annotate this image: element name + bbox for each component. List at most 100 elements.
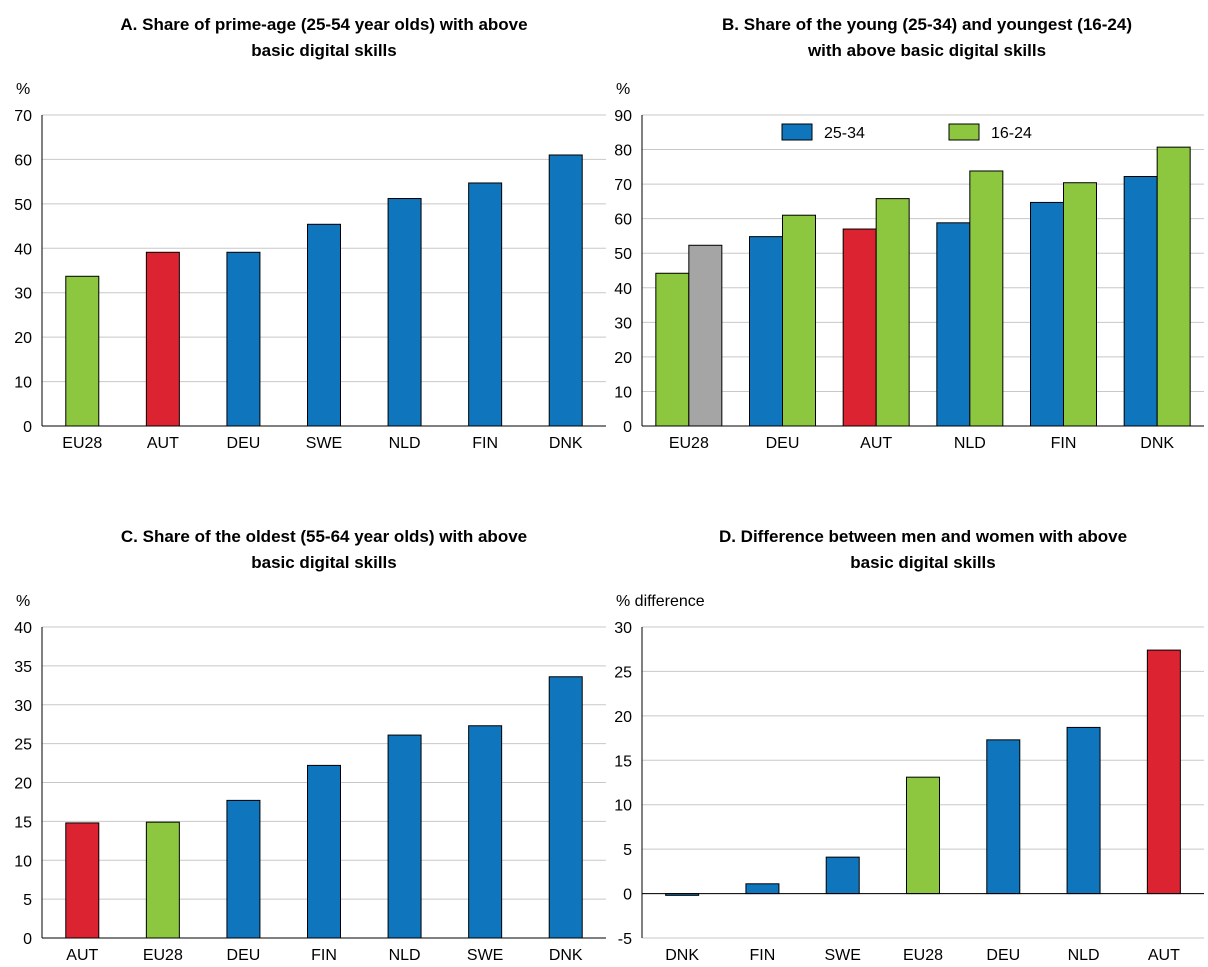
- chart-title-line: A. Share of prime-age (25-54 year olds) …: [120, 15, 527, 34]
- y-tick-label: 30: [14, 698, 32, 715]
- y-tick-label: 40: [14, 620, 32, 637]
- bar-nld-25-34: [936, 222, 971, 427]
- x-tick-label: NLD: [954, 435, 986, 452]
- x-tick-label: DNK: [549, 435, 583, 452]
- bar-aut-16-24: [875, 198, 910, 427]
- x-tick-label: DEU: [227, 947, 261, 962]
- y-tick-label: 70: [14, 108, 32, 125]
- x-tick-label: FIN: [472, 435, 498, 452]
- y-tick-label: 60: [614, 212, 632, 229]
- bar-nld: [387, 198, 422, 427]
- x-tick-label: AUT: [860, 435, 892, 452]
- x-tick-label: EU28: [669, 435, 709, 452]
- y-tick-label: 40: [14, 241, 32, 258]
- bar-eu28: [906, 776, 940, 895]
- y-tick-label: 25: [614, 664, 632, 681]
- chart-title-line: C. Share of the oldest (55-64 year olds)…: [121, 527, 527, 546]
- y-tick-label: 25: [14, 737, 32, 754]
- y-tick-label: 20: [614, 350, 632, 367]
- chart-panel-b: B. Share of the young (25-34) and younge…: [614, 15, 1204, 452]
- y-unit-label: %: [616, 81, 630, 98]
- bar-deu-25-34: [749, 236, 783, 427]
- y-tick-label: 0: [623, 419, 632, 436]
- legend-swatch-16-24: [948, 123, 980, 141]
- bar-swe: [307, 223, 341, 427]
- bar-eu28: [65, 275, 100, 427]
- y-tick-label: 80: [614, 143, 632, 160]
- chart-title-line: B. Share of the young (25-34) and younge…: [722, 15, 1132, 34]
- bar-deu: [986, 739, 1021, 895]
- y-tick-label: 50: [614, 246, 632, 263]
- y-tick-label: 90: [614, 108, 632, 125]
- bar-swe: [468, 725, 503, 939]
- bar-nld: [387, 734, 422, 939]
- x-tick-label: DEU: [986, 947, 1020, 962]
- y-tick-label: 15: [14, 814, 32, 831]
- bar-fin-16-24: [1063, 182, 1097, 427]
- bar-dnk-16-24: [1156, 146, 1191, 427]
- y-unit-label: %: [16, 593, 30, 610]
- y-tick-label: 20: [614, 709, 632, 726]
- x-tick-label: EU28: [903, 947, 943, 962]
- y-tick-label: 0: [623, 887, 632, 904]
- y-tick-label: 15: [614, 753, 632, 770]
- x-tick-label: EU28: [143, 947, 183, 962]
- bar-eu28-16-24: [688, 244, 723, 427]
- chart-panel-a: A. Share of prime-age (25-54 year olds) …: [14, 15, 606, 452]
- y-tick-label: -5: [618, 931, 632, 948]
- x-tick-label: FIN: [1051, 435, 1077, 452]
- x-tick-label: NLD: [1068, 947, 1100, 962]
- y-tick-label: 60: [14, 152, 32, 169]
- bar-deu: [226, 251, 261, 427]
- y-tick-label: 0: [23, 419, 32, 436]
- x-tick-label: SWE: [306, 435, 342, 452]
- bar-deu-16-24: [782, 214, 816, 427]
- bar-aut: [65, 822, 100, 939]
- y-tick-label: 40: [614, 281, 632, 298]
- x-tick-label: DNK: [1140, 435, 1174, 452]
- bar-dnk: [548, 154, 583, 427]
- bar-eu28: [145, 821, 180, 939]
- bar-aut: [145, 251, 180, 427]
- y-tick-label: 5: [623, 842, 632, 859]
- bar-swe: [825, 856, 860, 895]
- x-tick-label: SWE: [467, 947, 503, 962]
- y-tick-label: 20: [14, 776, 32, 793]
- legend-label-25-34: 25-34: [824, 125, 865, 142]
- bar-aut-25-34: [842, 228, 877, 427]
- y-tick-label: 5: [23, 892, 32, 909]
- x-tick-label: DNK: [665, 947, 699, 962]
- legend-label-16-24: 16-24: [991, 125, 1032, 142]
- x-tick-label: DNK: [549, 947, 583, 962]
- y-tick-label: 10: [14, 853, 32, 870]
- bar-nld: [1066, 726, 1101, 895]
- legend-swatch-25-34: [781, 123, 813, 141]
- bar-deu: [226, 799, 261, 939]
- bar-fin: [307, 764, 341, 939]
- y-tick-label: 10: [14, 375, 32, 392]
- y-tick-label: 30: [14, 286, 32, 303]
- x-tick-label: EU28: [62, 435, 102, 452]
- chart-title-line: D. Difference between men and women with…: [719, 527, 1127, 546]
- bar-aut: [1146, 649, 1181, 895]
- bar-fin-25-34: [1030, 201, 1064, 427]
- y-tick-label: 10: [614, 798, 632, 815]
- y-tick-label: 50: [14, 197, 32, 214]
- chart-title-line: with above basic digital skills: [807, 41, 1046, 60]
- bar-fin: [745, 883, 780, 895]
- bar-dnk: [548, 676, 583, 939]
- x-tick-label: FIN: [750, 947, 776, 962]
- y-tick-label: 70: [614, 177, 632, 194]
- x-tick-label: NLD: [389, 435, 421, 452]
- y-tick-label: 30: [614, 315, 632, 332]
- chart-panel-c: C. Share of the oldest (55-64 year olds)…: [14, 527, 606, 964]
- bar-nld-16-24: [969, 170, 1004, 427]
- x-tick-label: AUT: [147, 435, 179, 452]
- y-tick-label: 0: [23, 931, 32, 948]
- bar-fin: [468, 182, 503, 427]
- x-tick-label: DEU: [766, 435, 800, 452]
- x-tick-label: NLD: [389, 947, 421, 962]
- chart-title-line: basic digital skills: [251, 553, 397, 572]
- chart-title-line: basic digital skills: [251, 41, 397, 60]
